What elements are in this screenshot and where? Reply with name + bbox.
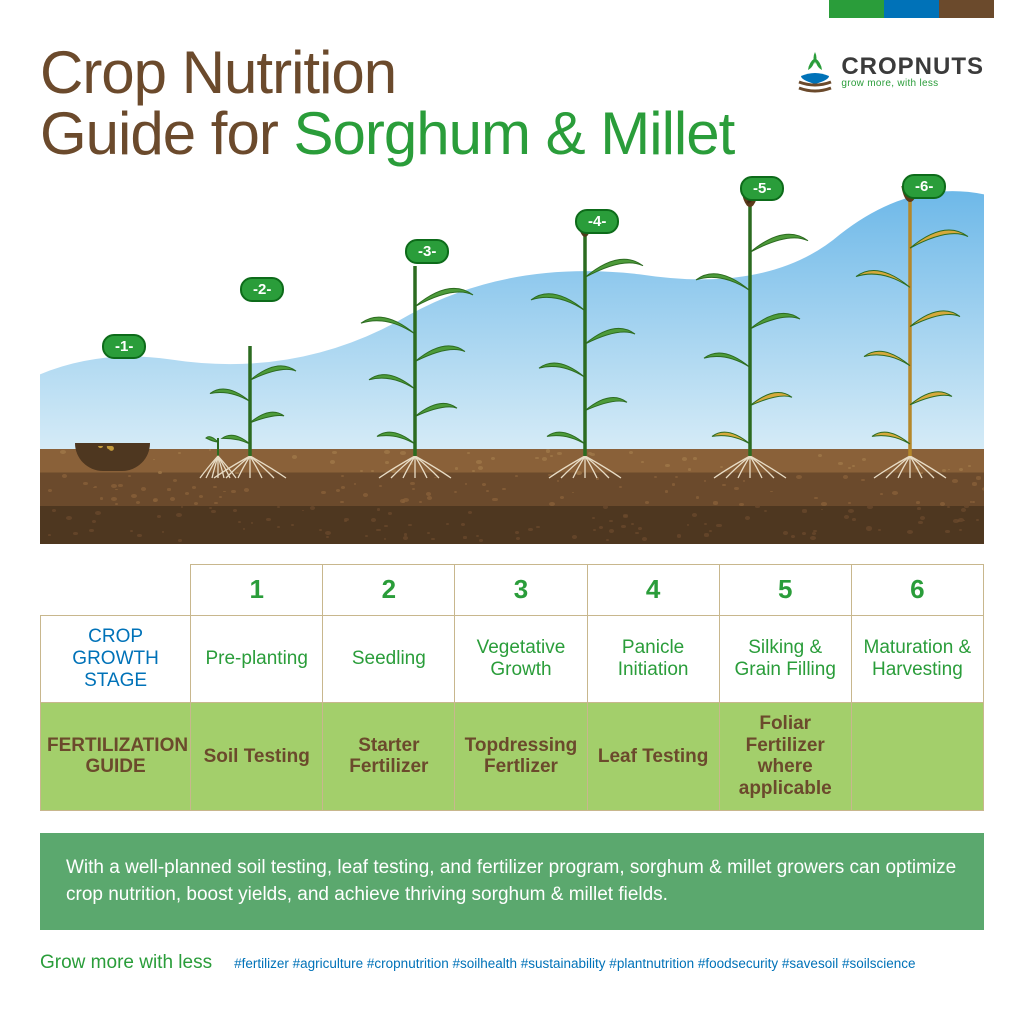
title-line2a: Guide for bbox=[40, 100, 293, 167]
stage-badge-3: -3- bbox=[405, 239, 449, 264]
nutrition-table: 1 2 3 4 5 6 CROPGROWTHSTAGE Pre-planting… bbox=[40, 564, 984, 811]
stage-num-1: 1 bbox=[191, 565, 323, 616]
stage-num-6: 6 bbox=[851, 565, 983, 616]
table-fert-row: FERTILIZATIONGUIDE Soil Testing Starter … bbox=[41, 702, 984, 810]
stage-badge-6: -6- bbox=[902, 174, 946, 199]
footer-tags: #fertilizer #agriculture #cropnutrition … bbox=[234, 956, 915, 971]
table-corner bbox=[41, 565, 191, 616]
stage-1: Pre-planting bbox=[191, 616, 323, 703]
stage-badge-2: -2- bbox=[240, 277, 284, 302]
fert-5: Foliar Fertilizer where applicable bbox=[719, 702, 851, 810]
stage-6: Maturation & Harvesting bbox=[851, 616, 983, 703]
fert-header-text: FERTILIZATIONGUIDE bbox=[47, 735, 188, 778]
soil-layer bbox=[40, 449, 984, 544]
header: Crop Nutrition Guide for Sorghum & Mille… bbox=[0, 0, 1024, 169]
logo-icon bbox=[795, 50, 835, 94]
fert-6 bbox=[851, 702, 983, 810]
stage-num-5: 5 bbox=[719, 565, 851, 616]
stage-4: Panicle Initiation bbox=[587, 616, 719, 703]
fert-2: Starter Fertilizer bbox=[323, 702, 455, 810]
footer-slogan: Grow more with less bbox=[40, 952, 212, 974]
stage-badge-4: -4- bbox=[575, 209, 619, 234]
logo-text: CROPNUTS grow more, with less bbox=[841, 55, 984, 89]
stage-num-2: 2 bbox=[323, 565, 455, 616]
logo-name: CROPNUTS bbox=[841, 55, 984, 79]
table-number-row: 1 2 3 4 5 6 bbox=[41, 565, 984, 616]
summary-note: With a well-planned soil testing, leaf t… bbox=[40, 833, 984, 930]
stage-3: Vegetative Growth bbox=[455, 616, 587, 703]
stage-num-3: 3 bbox=[455, 565, 587, 616]
logo-slogan: grow more, with less bbox=[841, 79, 984, 89]
stage-num-4: 4 bbox=[587, 565, 719, 616]
fert-header: FERTILIZATIONGUIDE bbox=[41, 702, 191, 810]
fert-3: Topdressing Fertlizer bbox=[455, 702, 587, 810]
stage-header-text: CROPGROWTHSTAGE bbox=[72, 626, 159, 691]
stage-badge-1: -1- bbox=[102, 334, 146, 359]
stage-header: CROPGROWTHSTAGE bbox=[41, 616, 191, 703]
stage-badge-5: -5- bbox=[740, 176, 784, 201]
title-line1: Crop Nutrition bbox=[40, 39, 396, 106]
stage-5: Silking & Grain Filling bbox=[719, 616, 851, 703]
title-line2b: Sorghum & Millet bbox=[293, 100, 734, 167]
growth-illustration: -1--2--3--4--5--6- bbox=[40, 184, 984, 544]
stage-2: Seedling bbox=[323, 616, 455, 703]
brand-logo: CROPNUTS grow more, with less bbox=[795, 50, 984, 94]
fert-1: Soil Testing bbox=[191, 702, 323, 810]
table-stage-row: CROPGROWTHSTAGE Pre-planting Seedling Ve… bbox=[41, 616, 984, 703]
fert-4: Leaf Testing bbox=[587, 702, 719, 810]
footer: Grow more with less #fertilizer #agricul… bbox=[40, 952, 984, 974]
